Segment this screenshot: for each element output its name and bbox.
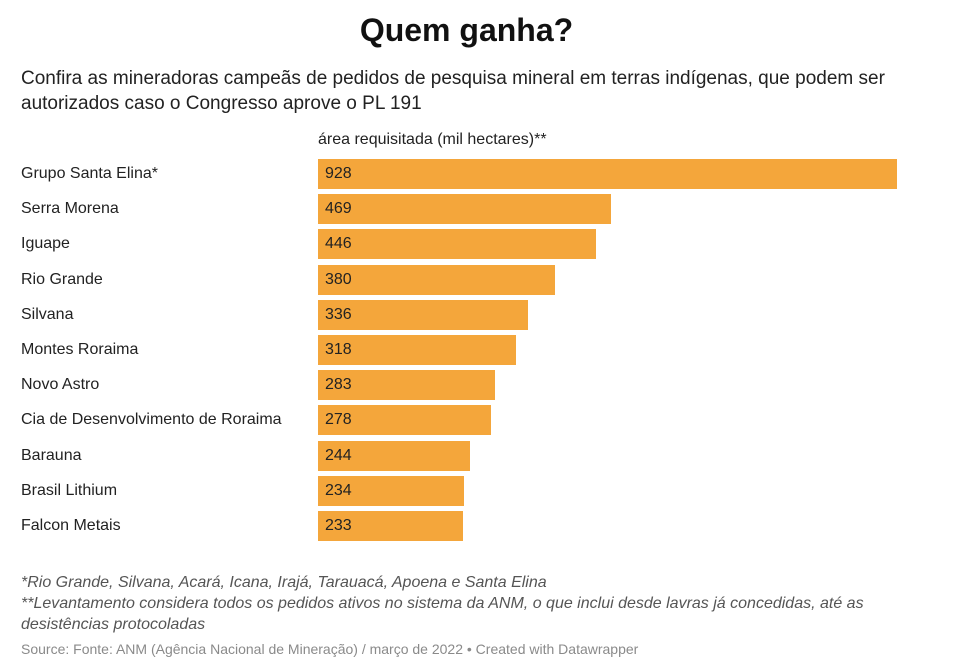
bar-value-label: 446 xyxy=(325,235,352,252)
bar-value-label: 233 xyxy=(325,517,352,534)
bar-chart: Grupo Santa Elina* 928 Serra Morena 469 Igua… xyxy=(0,156,973,546)
bar xyxy=(318,476,464,506)
bar xyxy=(318,229,596,259)
chart-title: Quem ganha? xyxy=(359,12,574,48)
bar xyxy=(318,335,516,365)
column-header: área requisitada (mil hectares)** xyxy=(318,131,547,148)
footnotes: *Rio Grande, Silvana, Acará, Icana, Iraj… xyxy=(21,572,921,635)
bar-value-label: 380 xyxy=(325,271,352,288)
bar-value-label: 283 xyxy=(325,376,352,393)
category-label: Serra Morena xyxy=(21,200,119,217)
category-label: Iguape xyxy=(21,235,70,252)
category-label: Barauna xyxy=(21,447,82,464)
footnote-2: **Levantamento considera todos os pedido… xyxy=(21,595,864,633)
bar xyxy=(318,405,491,435)
category-label: Silvana xyxy=(21,306,74,323)
bar-value-label: 928 xyxy=(325,165,352,182)
category-label: Grupo Santa Elina* xyxy=(21,165,158,182)
bar-value-label: 244 xyxy=(325,447,352,464)
bar-value-label: 469 xyxy=(325,200,352,217)
bar-value-label: 336 xyxy=(325,306,352,323)
bar xyxy=(318,511,463,541)
footnote-1: *Rio Grande, Silvana, Acará, Icana, Iraj… xyxy=(21,574,547,591)
category-label: Rio Grande xyxy=(21,271,103,288)
bar-value-label: 278 xyxy=(325,411,352,428)
bar xyxy=(318,300,528,330)
bar-value-label: 318 xyxy=(325,341,352,358)
category-label: Novo Astro xyxy=(21,376,100,393)
bar-value-label: 234 xyxy=(325,482,352,499)
source-line: Source: Fonte: ANM (Agência Nacional de … xyxy=(21,641,639,657)
category-label: Falcon Metais xyxy=(21,517,121,534)
bar xyxy=(318,370,495,400)
bar xyxy=(318,194,611,224)
category-label: Cia de Desenvolvimento de Roraima xyxy=(21,411,282,428)
bar xyxy=(318,159,897,189)
bar xyxy=(318,441,470,471)
bar xyxy=(318,265,555,295)
category-label: Brasil Lithium xyxy=(21,482,118,499)
category-label: Montes Roraima xyxy=(21,341,139,358)
chart-subtitle: Confira as mineradoras campeãs de pedido… xyxy=(21,68,885,114)
